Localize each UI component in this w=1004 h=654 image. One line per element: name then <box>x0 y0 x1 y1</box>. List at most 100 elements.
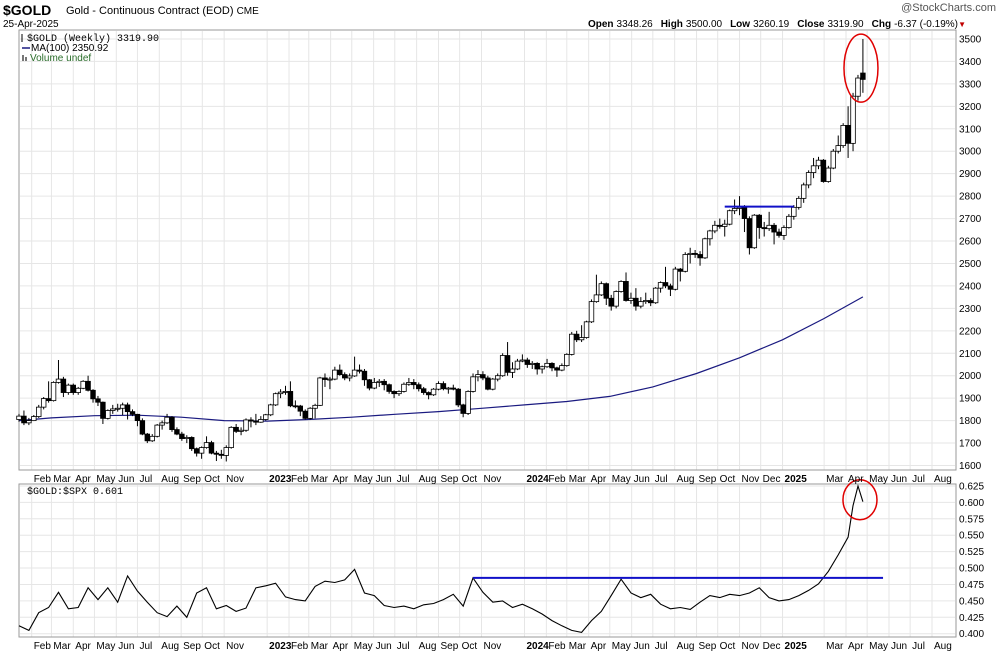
low-label: Low <box>730 19 751 30</box>
candle-body <box>376 380 382 383</box>
candle <box>771 223 777 245</box>
legend-volume: Volume undef <box>30 53 91 64</box>
ratio-x-tick-label: Aug <box>161 641 179 652</box>
candle <box>179 431 185 441</box>
price-x-tick-label: Sep <box>440 474 458 485</box>
candle-body <box>628 297 634 301</box>
candles-layer <box>16 38 866 462</box>
candle-body <box>356 369 363 372</box>
candle-body <box>416 384 422 390</box>
candle-body <box>726 210 733 225</box>
candle-body <box>317 377 323 406</box>
candle <box>470 373 476 393</box>
ratio-x-tick-label: Sep <box>440 641 458 652</box>
price-x-tick-label: Jul <box>397 474 410 485</box>
candle-body <box>105 410 111 419</box>
candle <box>702 237 708 259</box>
candle <box>267 403 274 417</box>
candle <box>485 375 491 391</box>
candle <box>682 252 688 273</box>
candle-body <box>583 321 590 338</box>
candle <box>707 229 713 246</box>
price-x-tick-label: May <box>612 474 631 485</box>
candle <box>263 413 269 421</box>
candle-body <box>480 374 486 379</box>
candle-body <box>593 294 600 303</box>
price-tick-label: 3500 <box>959 34 982 45</box>
candle <box>746 216 753 255</box>
candle-body <box>322 377 328 380</box>
candle <box>144 432 151 444</box>
candle <box>376 379 382 387</box>
candle-body <box>75 387 81 393</box>
candle-body <box>450 387 456 390</box>
candle-body <box>391 391 397 395</box>
candle-body <box>445 387 452 390</box>
price-tick-label: 1800 <box>959 416 982 427</box>
candle-body <box>228 426 234 448</box>
candle-body <box>100 401 106 419</box>
ratio-x-tick-label: Dec <box>763 641 781 652</box>
candle-body <box>603 283 609 299</box>
candle-body <box>776 231 782 236</box>
ratio-x-tick-label: May <box>96 641 115 652</box>
candle <box>672 266 679 291</box>
price-x-tick-label: Feb <box>548 474 566 485</box>
ratio-tick-label: 0.575 <box>959 514 984 525</box>
candle <box>534 362 540 375</box>
candle <box>460 403 466 418</box>
candle-body <box>761 227 767 230</box>
legend-main: $GOLD (Weekly) 3319.90 <box>27 33 159 45</box>
ratio-x-tick-label: Mar <box>53 641 71 652</box>
candle-body <box>549 362 555 369</box>
chart-date: 25-Apr-2025 <box>3 19 59 30</box>
price-x-tick-label: Aug <box>677 474 695 485</box>
candle <box>529 361 535 369</box>
price-highlight-circle <box>843 33 879 103</box>
ma-layer <box>18 296 864 422</box>
candle-body <box>80 380 86 389</box>
candle <box>623 272 629 302</box>
high-label: High <box>660 19 683 30</box>
ratio-x-tick-label: Apr <box>333 641 349 652</box>
candle <box>228 426 234 449</box>
candle-body <box>697 254 703 259</box>
candle <box>45 381 52 403</box>
candle-body <box>149 435 155 442</box>
ratio-panel-frame <box>18 483 957 638</box>
candle <box>445 386 452 394</box>
close-label: Close <box>797 19 825 30</box>
candle-body <box>169 416 175 430</box>
candle-body <box>633 297 639 307</box>
candle-body <box>361 370 368 381</box>
ohlc-readout: Open 3348.26 High 3500.00 Low 3260.19 Close 331… <box>580 19 958 30</box>
candle <box>647 298 654 307</box>
price-tick-label: 2100 <box>959 349 982 360</box>
candle-body <box>702 238 708 259</box>
ratio-x-tick-label: Nov <box>742 641 760 652</box>
candle <box>154 423 160 438</box>
ratio-tick-label: 0.425 <box>959 613 984 624</box>
candle-body <box>179 433 185 439</box>
high-value: 3500.00 <box>685 19 723 30</box>
candle <box>164 413 170 424</box>
ratio-grid <box>20 485 955 637</box>
candle-body <box>544 362 550 368</box>
candle-body <box>258 419 264 423</box>
candle <box>495 373 501 382</box>
candle-body <box>386 384 392 392</box>
candle-body <box>159 422 165 426</box>
candle-body <box>618 281 624 292</box>
candle <box>850 92 856 152</box>
candle-body <box>193 448 200 454</box>
candle <box>159 420 165 430</box>
candle-body <box>21 415 27 424</box>
candle <box>258 416 264 423</box>
candle <box>203 436 210 449</box>
candle-body <box>411 382 417 386</box>
candle-body <box>475 374 481 378</box>
price-tick-label: 2000 <box>959 371 982 382</box>
ratio-tick-label: 0.500 <box>959 564 984 575</box>
candle <box>80 380 86 390</box>
candle <box>366 379 373 391</box>
